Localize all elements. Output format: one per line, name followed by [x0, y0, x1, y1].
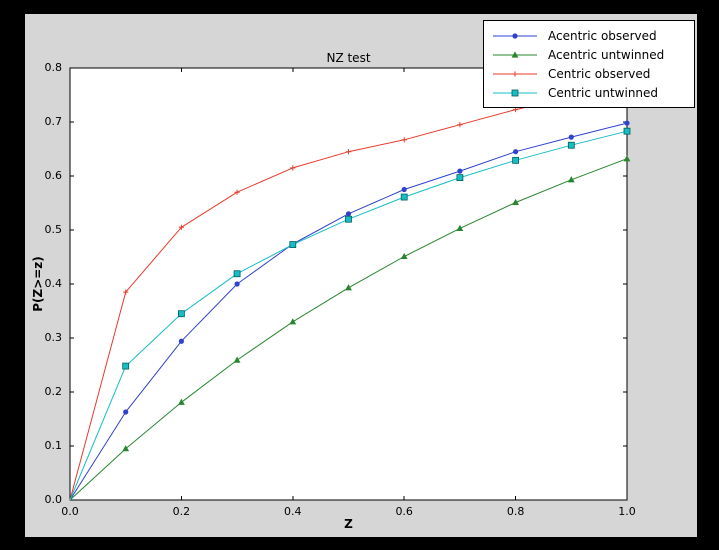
x-tick-label: 1.0 [618, 505, 636, 518]
square-marker [345, 215, 352, 223]
circle-marker [512, 32, 518, 39]
legend-entry-acentric-observed: Acentric observed [488, 26, 690, 45]
triangle-marker [289, 318, 297, 325]
circle-marker [234, 281, 240, 287]
square-marker [233, 270, 241, 278]
legend-label-acentric-observed: Acentric observed [548, 28, 657, 43]
square-marker [456, 174, 464, 182]
circle-marker [401, 186, 407, 193]
x-tick-label: 0.2 [172, 505, 191, 518]
legend-box: Acentric observed Acentric untwinned Centr… [483, 20, 695, 108]
y-tick-label: 0.8 [44, 61, 63, 74]
x-tick-label: 0.8 [506, 505, 525, 518]
x-tick-label: 0.0 [61, 505, 79, 518]
legend-entry-centric-observed: Centric observed [488, 64, 690, 83]
y-tick-label: 0.3 [44, 331, 63, 344]
y-tick-label: 0.1 [44, 439, 63, 452]
x-axis-label: Z [344, 517, 353, 531]
square-marker [400, 193, 408, 201]
circle-marker [624, 120, 630, 126]
square-marker [289, 241, 297, 248]
y-tick-label: 0.5 [44, 223, 63, 236]
triangle-marker [345, 284, 352, 291]
square-marker [177, 310, 185, 318]
square-marker [512, 156, 520, 164]
y-tick-label: 0.0 [44, 493, 63, 506]
circle-marker [178, 338, 184, 344]
triangle-marker [233, 356, 241, 363]
triangle-marker [400, 252, 408, 260]
plus-marker [123, 289, 129, 295]
legend-entry-acentric-untwinned: Acentric untwinned [488, 45, 690, 64]
plot-title: NZ test [326, 51, 371, 65]
triangle-marker [511, 50, 519, 58]
circle-marker [123, 409, 129, 415]
circle-marker [345, 211, 352, 217]
triangle-marker [512, 198, 519, 206]
x-tick-label: 0.4 [284, 505, 302, 518]
plus-marker [512, 70, 518, 77]
plus-marker [345, 149, 352, 155]
circle-marker [513, 149, 519, 155]
triangle-marker [178, 398, 185, 405]
square-marker [623, 127, 631, 135]
legend-sample-plus-line [493, 70, 537, 77]
square-marker [567, 141, 575, 149]
plot-area [69, 67, 628, 501]
legend-label-acentric-untwinned: Acentric untwinned [548, 47, 665, 62]
plus-marker [457, 122, 463, 128]
x-tick-label: 0.6 [395, 505, 413, 518]
plus-marker [401, 137, 407, 143]
square-marker [122, 362, 130, 370]
square-marker [511, 89, 519, 96]
plus-marker [234, 189, 240, 195]
y-tick-label: 0.6 [44, 169, 63, 182]
circle-marker [457, 168, 463, 174]
triangle-marker [456, 224, 464, 231]
legend-sample-circle-line [493, 32, 537, 39]
y-tick-label: 0.4 [44, 277, 63, 290]
triangle-marker [623, 155, 631, 162]
legend-label-centric-observed: Centric observed [548, 66, 651, 81]
legend-sample-square-line [493, 89, 537, 96]
legend-entry-centric-untwinned: Centric untwinned [488, 83, 690, 102]
y-tick-label: 0.7 [44, 115, 63, 128]
triangle-marker [567, 176, 575, 183]
y-tick-label: 0.2 [44, 385, 63, 398]
legend-sample-triangle-line [493, 50, 537, 58]
nz-test-plot-canvas [69, 67, 631, 501]
plus-marker [178, 224, 184, 230]
legend-label-centric-untwinned: Centric untwinned [548, 85, 659, 100]
triangle-marker [122, 445, 130, 452]
circle-marker [568, 134, 574, 140]
plus-marker [290, 165, 296, 171]
figure-background: NZ test Z P(Z>=z) 0.0 0.2 0.4 0.6 0.8 1.0 0.0 0… [25, 14, 697, 537]
